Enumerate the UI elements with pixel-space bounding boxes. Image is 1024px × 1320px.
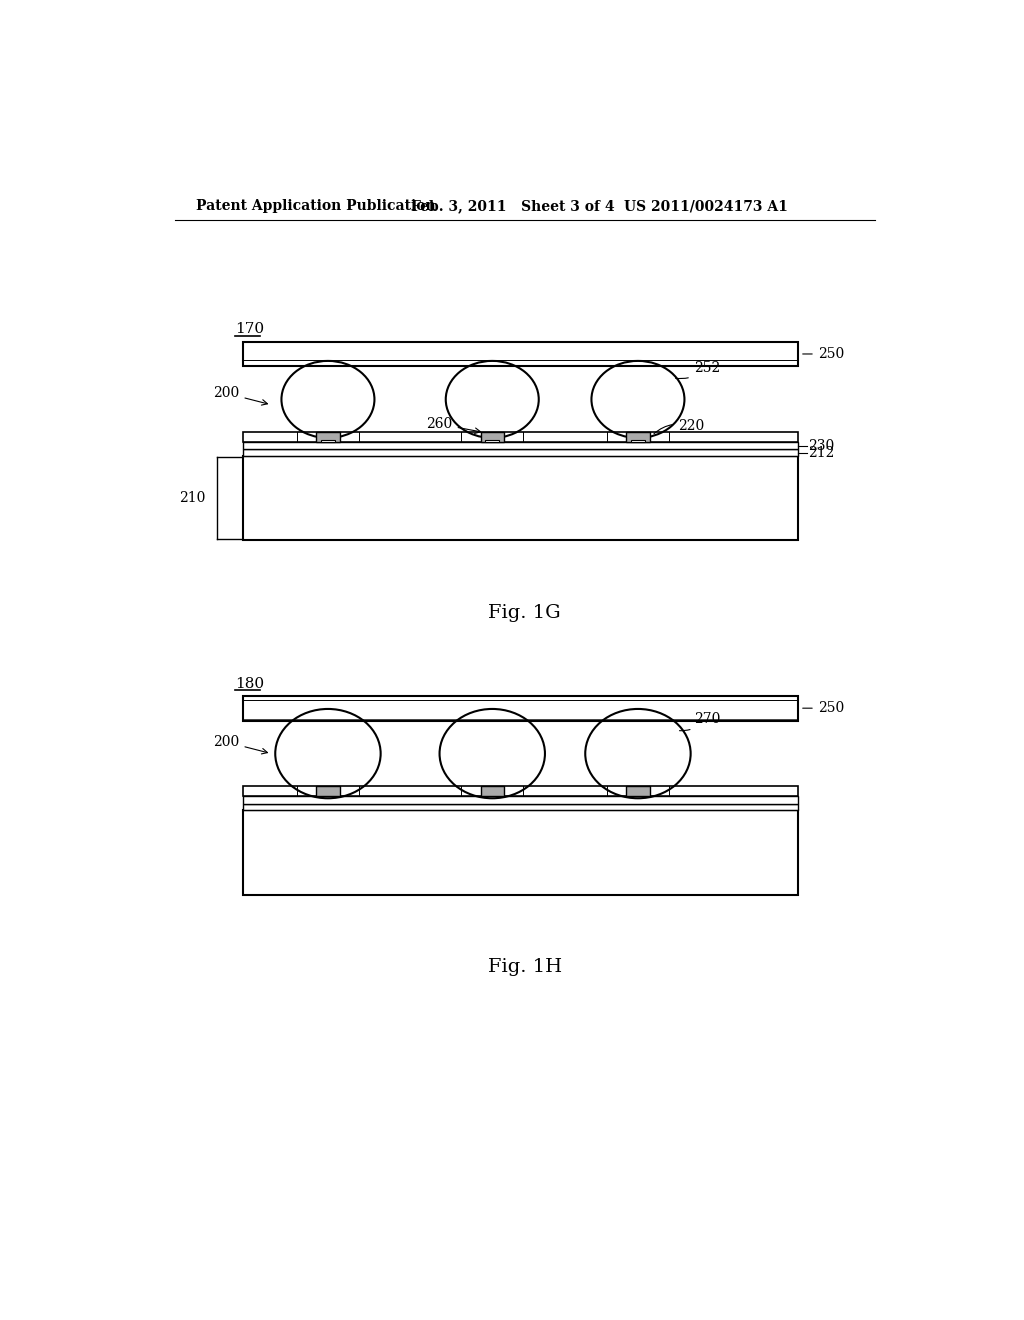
Text: 180: 180 — [234, 677, 264, 690]
Bar — [316, 432, 340, 442]
Bar — [316, 785, 340, 796]
Bar — [243, 432, 799, 442]
Text: 170: 170 — [234, 322, 264, 337]
Bar — [243, 796, 799, 804]
Bar — [243, 810, 799, 895]
Text: Feb. 3, 2011   Sheet 3 of 4: Feb. 3, 2011 Sheet 3 of 4 — [411, 199, 614, 213]
Bar — [627, 432, 649, 442]
Text: Fig. 1H: Fig. 1H — [487, 958, 562, 975]
Text: Fig. 1G: Fig. 1G — [488, 603, 561, 622]
Text: US 2011/0024173 A1: US 2011/0024173 A1 — [624, 199, 787, 213]
Bar — [480, 785, 504, 796]
Text: 250: 250 — [803, 701, 844, 715]
Text: 230: 230 — [809, 438, 835, 453]
Bar — [480, 432, 504, 442]
Text: 200: 200 — [213, 735, 267, 754]
Bar — [243, 450, 799, 455]
Text: 250: 250 — [803, 347, 844, 360]
Bar — [243, 442, 799, 449]
Bar — [243, 785, 799, 796]
Text: 220: 220 — [654, 420, 705, 434]
Bar — [243, 455, 799, 540]
Bar — [243, 696, 799, 721]
Text: 200: 200 — [213, 387, 267, 405]
Text: 260: 260 — [426, 417, 480, 433]
Text: Patent Application Publication: Patent Application Publication — [197, 199, 436, 213]
Bar — [631, 441, 645, 442]
Bar — [627, 785, 649, 796]
Bar — [485, 441, 500, 442]
Bar — [321, 441, 335, 442]
Bar — [243, 342, 799, 367]
Text: 212: 212 — [809, 446, 835, 461]
Bar — [243, 804, 799, 810]
Text: 252: 252 — [676, 360, 720, 379]
Text: 270: 270 — [680, 711, 720, 731]
Text: 210: 210 — [179, 491, 206, 506]
